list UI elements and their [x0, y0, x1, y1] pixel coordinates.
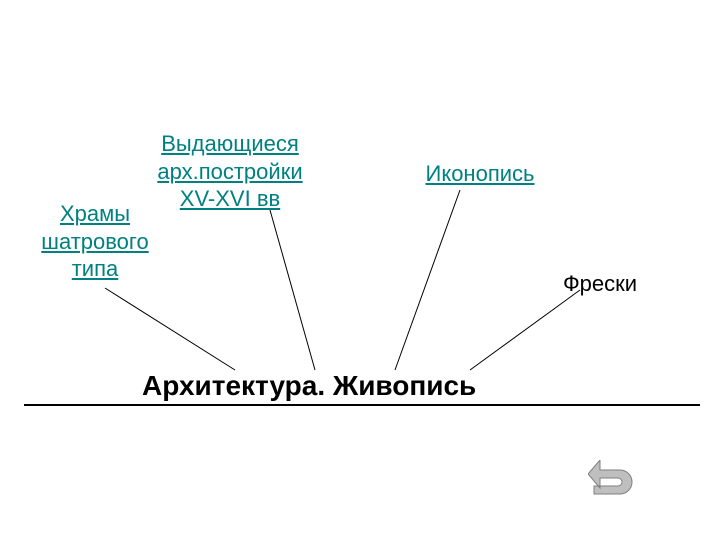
- page-title: Архитектура. Живопись: [142, 370, 476, 402]
- diagram-stage: Храмы шатрового типа Выдающиеся арх.пост…: [0, 0, 720, 540]
- return-icon[interactable]: [588, 460, 634, 496]
- connector-temples: [105, 288, 235, 370]
- connector-buildings: [270, 210, 315, 370]
- label-frescoes: Фрески: [540, 270, 660, 298]
- connector-icons: [395, 190, 460, 370]
- link-icons[interactable]: Иконопись: [410, 160, 550, 188]
- link-buildings[interactable]: Выдающиеся арх.постройки XV-XVI вв: [140, 130, 320, 213]
- connector-frescoes: [470, 290, 580, 370]
